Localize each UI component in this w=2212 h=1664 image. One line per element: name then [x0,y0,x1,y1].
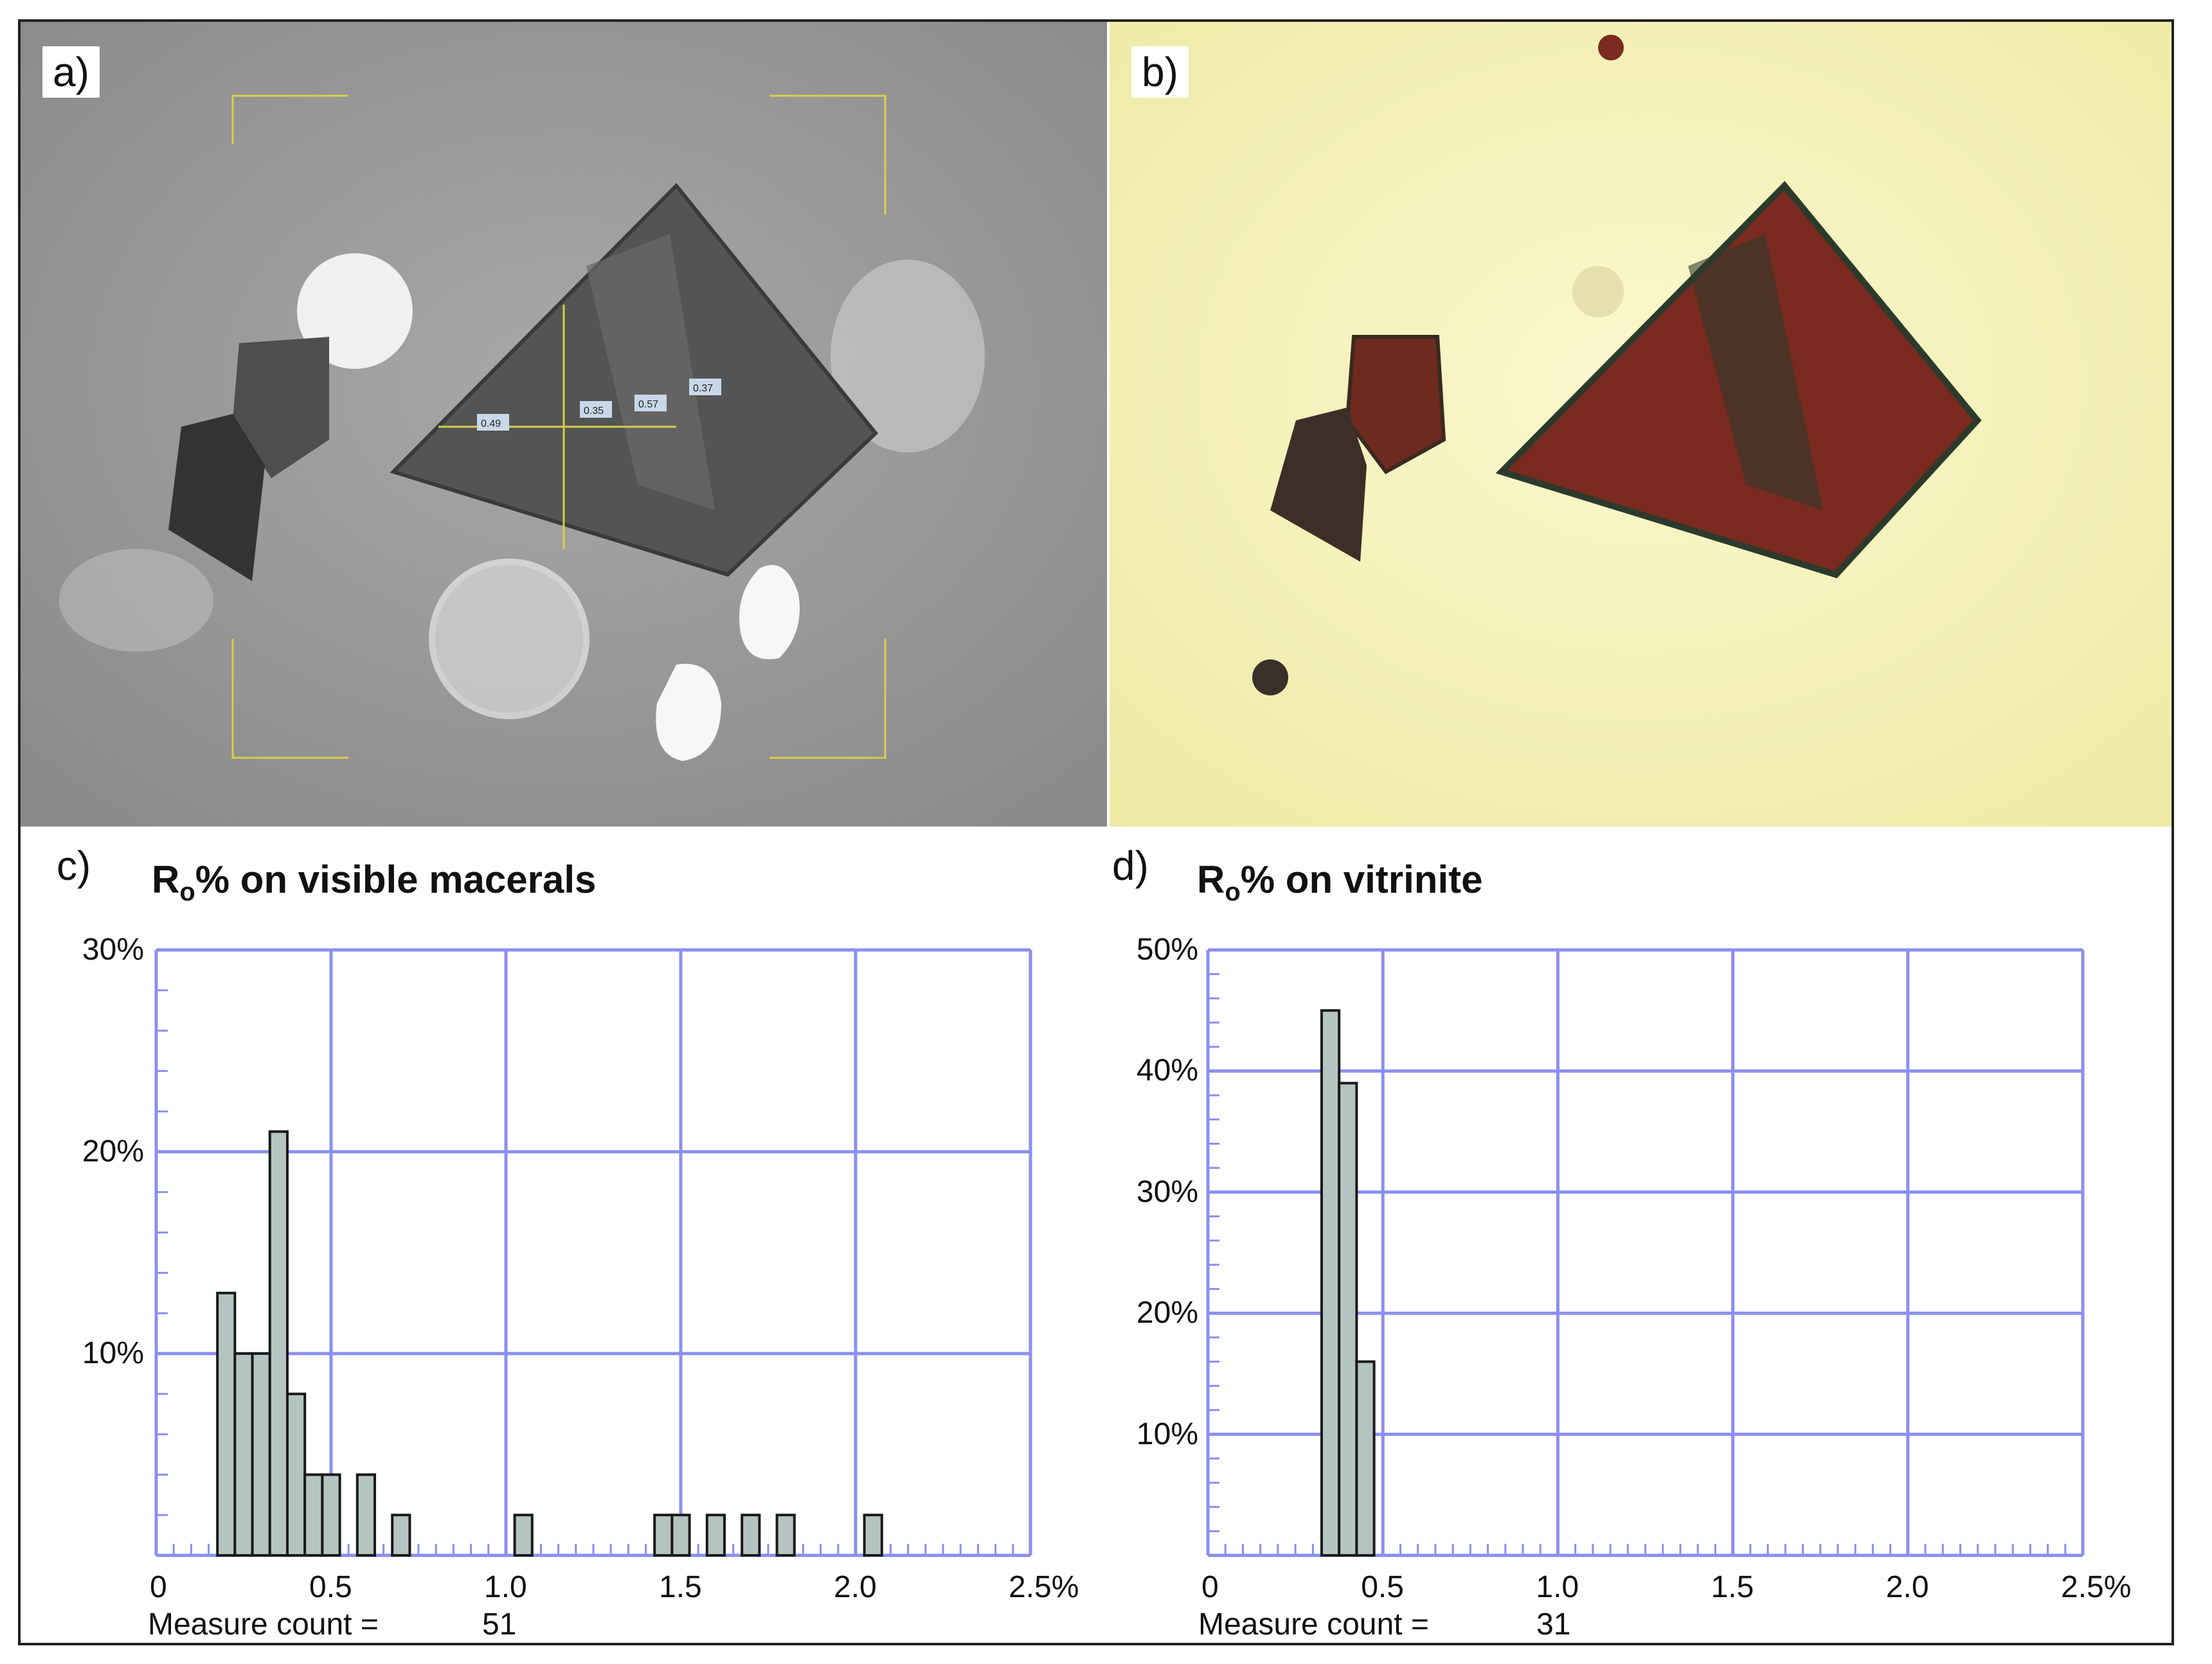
y-tick-label-4: 50% [1136,933,1198,967]
bar-11 [670,1514,691,1557]
bar-3 [268,1130,289,1557]
readout-3: 0.37 [693,383,713,394]
bar-5 [303,1473,324,1557]
chart-c-letter: c) [57,843,91,889]
chart-d-count-label: Measure count = [1198,1607,1429,1642]
chart-d-letter: d) [1112,843,1149,889]
x-tick-label-1: 0.5 [309,1570,352,1604]
bar-8 [391,1514,411,1557]
bar-14 [775,1514,796,1557]
chart-c-title-rest: % on visible macerals [195,858,597,901]
y-tick-label-0: 10% [1136,1417,1198,1451]
x-tick-label-4: 2.0 [1885,1570,1929,1604]
x-tick-label-5: 2.5% [1009,1570,1079,1604]
bar-2 [1355,1360,1376,1557]
x-tick-label-3: 1.5 [1711,1570,1754,1604]
chart-c-count-label: Measure count = [148,1607,379,1642]
bar-1 [233,1352,254,1557]
x-tick-label-3: 1.5 [659,1570,702,1604]
readout-1: 0.35 [584,406,604,416]
panel-label-b: b) [1131,46,1189,98]
chart-d-count-value: 31 [1536,1607,1571,1642]
x-tick-label-0: 0 [1201,1570,1219,1604]
bar-1 [1338,1082,1358,1557]
chart-c-title: Ro% on visible macerals [152,857,596,907]
chart-c-title-sub: o [179,878,195,906]
y-tick-label-2: 30% [1136,1174,1198,1209]
x-tick-label-2: 1.0 [1536,1570,1579,1604]
bar-10 [653,1514,674,1557]
bar-7 [355,1473,376,1557]
chart-d-title: Ro% on vitrinite [1197,857,1482,907]
figure-frame [18,19,2174,1645]
x-tick-label-0: 0 [150,1570,167,1604]
x-tick-label-4: 2.0 [834,1570,877,1604]
bar-13 [741,1514,761,1557]
y-tick-label-1: 20% [82,1134,144,1168]
chart-c-count-value: 51 [482,1607,517,1642]
chart-d-title-rest: % on vitrinite [1240,858,1483,901]
micrograph-b [1110,22,2172,827]
x-tick-label-5: 2.5% [2061,1570,2132,1604]
bar-6 [321,1473,341,1557]
bar-12 [705,1514,726,1557]
y-tick-label-3: 40% [1136,1053,1198,1088]
x-tick-label-2: 1.0 [484,1570,527,1604]
bar-9 [513,1514,534,1557]
micrograph-a: 0.49 0.35 0.57 0.37 [21,22,1107,827]
chart-d-title-sub: o [1225,878,1241,906]
y-tick-label-1: 20% [1136,1296,1198,1330]
bar-15 [863,1514,883,1557]
y-tick-label-0: 10% [82,1336,144,1370]
chart-c-title-main: R [152,858,180,901]
chart-d-title-main: R [1197,858,1225,901]
x-tick-label-1: 0.5 [1361,1570,1404,1604]
readout-0: 0.49 [481,418,501,429]
y-tick-label-2: 30% [82,933,144,967]
readout-2: 0.57 [638,399,658,410]
bar-0 [1320,1009,1341,1557]
panel-label-a: a) [42,46,100,98]
